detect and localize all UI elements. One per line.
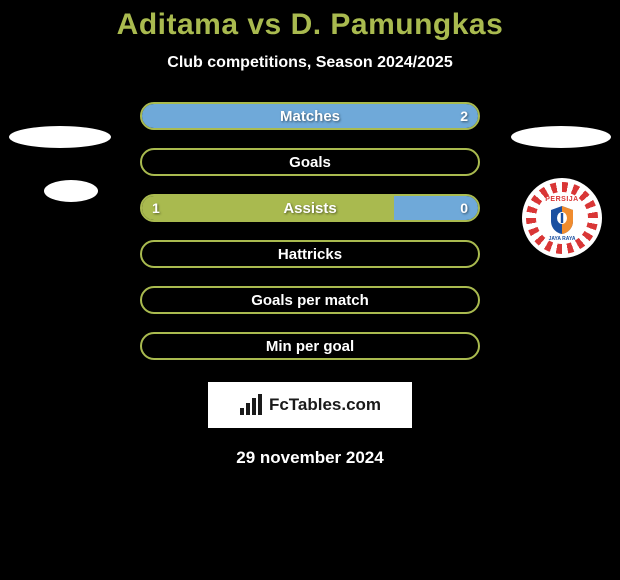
date-label: 29 november 2024 [0,448,620,468]
stat-row: Min per goal [140,332,480,360]
fctables-logo: FcTables.com [208,382,412,428]
player-placeholder-oval [511,126,611,148]
stat-label: Goals [142,150,478,174]
stat-label: Goals per match [142,288,478,312]
stat-label: Matches [142,104,478,128]
stat-label: Hattricks [142,242,478,266]
stat-row: Hattricks [140,240,480,268]
stat-label: Min per goal [142,334,478,358]
stat-row: Goals per match [140,286,480,314]
stat-value-right: 0 [460,196,468,220]
stat-row: Assists1 0 [140,194,480,222]
stat-value-left: 1 [152,196,160,220]
logo-text: FcTables.com [269,395,381,415]
shield-icon [549,205,575,235]
club-badge-right: PERSIJA JAYA RAYA [522,178,602,258]
badge-top-text: PERSIJA [545,196,578,203]
badge-bottom-text: JAYA RAYA [549,236,576,242]
player-placeholder-oval [9,126,111,148]
page-title: Aditama vs D. Pamungkas [0,8,620,42]
stat-value-right: 2 [460,104,468,128]
stat-label: Assists [142,196,478,220]
subtitle: Club competitions, Season 2024/2025 [0,54,620,72]
stat-row: Goals [140,148,480,176]
player-placeholder-oval [44,180,98,202]
stat-row: Matches2 [140,102,480,130]
bars-icon [239,394,265,416]
